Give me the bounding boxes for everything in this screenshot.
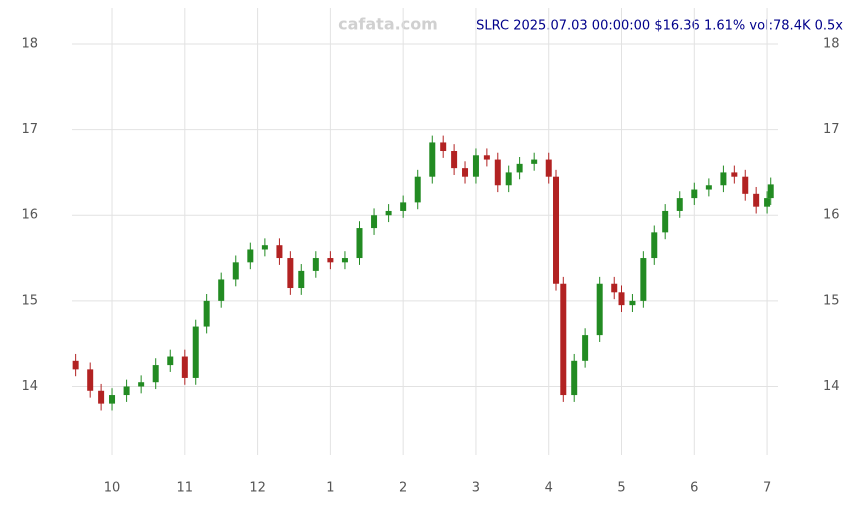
candle-body — [152, 365, 159, 383]
x-tick-label: 1 — [326, 481, 334, 496]
candle-body — [414, 176, 421, 203]
y-tick-label: 16 — [21, 208, 38, 223]
y-tick-label: 17 — [21, 122, 38, 137]
candle-body — [640, 258, 647, 301]
candle-body — [109, 395, 116, 404]
candle-body — [505, 172, 512, 186]
candle-body — [472, 155, 479, 177]
y-tick-label-right: 16 — [823, 208, 840, 223]
y-tick-label: 14 — [21, 379, 38, 394]
candle-body — [651, 232, 658, 259]
candle-body — [553, 176, 560, 284]
x-tick-label: 6 — [690, 481, 698, 496]
y-tick-label-right: 17 — [823, 122, 840, 137]
candle-body — [451, 151, 458, 169]
candle-body — [629, 300, 636, 306]
candle-body — [753, 193, 760, 207]
candle-body — [764, 198, 771, 207]
x-tick-label: 10 — [104, 481, 121, 496]
candle-body — [611, 283, 618, 293]
x-tick-label: 2 — [399, 481, 407, 496]
candle-body — [582, 335, 589, 361]
y-tick-label-right: 14 — [823, 379, 840, 394]
watermark: cafata.com — [338, 15, 438, 34]
candle-body — [192, 326, 199, 378]
x-tick-label: 5 — [617, 481, 625, 496]
candle-body — [720, 172, 727, 186]
candle-body — [371, 215, 378, 229]
candle-body — [138, 382, 145, 387]
candle-body — [705, 185, 712, 190]
candle-body — [742, 176, 749, 194]
candle-body — [662, 210, 669, 233]
candle-body — [298, 270, 305, 289]
x-tick-label: 4 — [545, 481, 553, 496]
candle-body — [181, 356, 188, 378]
candle-body — [341, 258, 348, 263]
x-tick-label: 11 — [177, 481, 194, 496]
candle-body — [440, 142, 447, 152]
candle-body — [462, 168, 469, 177]
candle-body — [98, 390, 105, 404]
candle-body — [571, 360, 578, 396]
candle-body — [72, 360, 79, 370]
candle-body — [516, 163, 523, 173]
candle-body — [385, 210, 392, 216]
x-tick-label: 7 — [763, 481, 771, 496]
candle-body — [494, 159, 501, 186]
candle-body — [218, 279, 225, 301]
candle-body — [287, 258, 294, 289]
candle-body — [560, 283, 567, 396]
candle-body — [261, 245, 268, 250]
candle-body — [356, 228, 363, 259]
candle-body — [767, 184, 774, 199]
candle-body — [276, 245, 283, 259]
y-tick-label-right: 18 — [823, 36, 840, 51]
candle-body — [327, 258, 334, 263]
y-tick-label: 18 — [21, 36, 38, 51]
x-tick-label: 3 — [472, 481, 480, 496]
candle-body — [531, 159, 538, 164]
candle-body — [167, 356, 174, 366]
candle-body — [87, 369, 94, 391]
candle-body — [731, 172, 738, 177]
candle-body — [545, 159, 552, 177]
candle-body — [483, 155, 490, 160]
candle-body — [596, 283, 603, 336]
candle-body — [203, 300, 210, 327]
y-tick-label: 15 — [21, 293, 38, 308]
y-tick-label-right: 15 — [823, 293, 840, 308]
x-tick-label: 12 — [249, 481, 266, 496]
candle-body — [400, 202, 407, 211]
candle-body — [247, 249, 254, 263]
candle-body — [312, 258, 319, 271]
candle-body — [123, 386, 130, 396]
candle-body — [676, 198, 683, 211]
chart-title: SLRC 2025.07.03 00:00:00 $16.36 1.61% vo… — [476, 19, 843, 34]
candle-body — [691, 189, 698, 199]
candle-body — [232, 262, 239, 280]
candle-body — [618, 292, 625, 306]
candle-body — [429, 142, 436, 177]
